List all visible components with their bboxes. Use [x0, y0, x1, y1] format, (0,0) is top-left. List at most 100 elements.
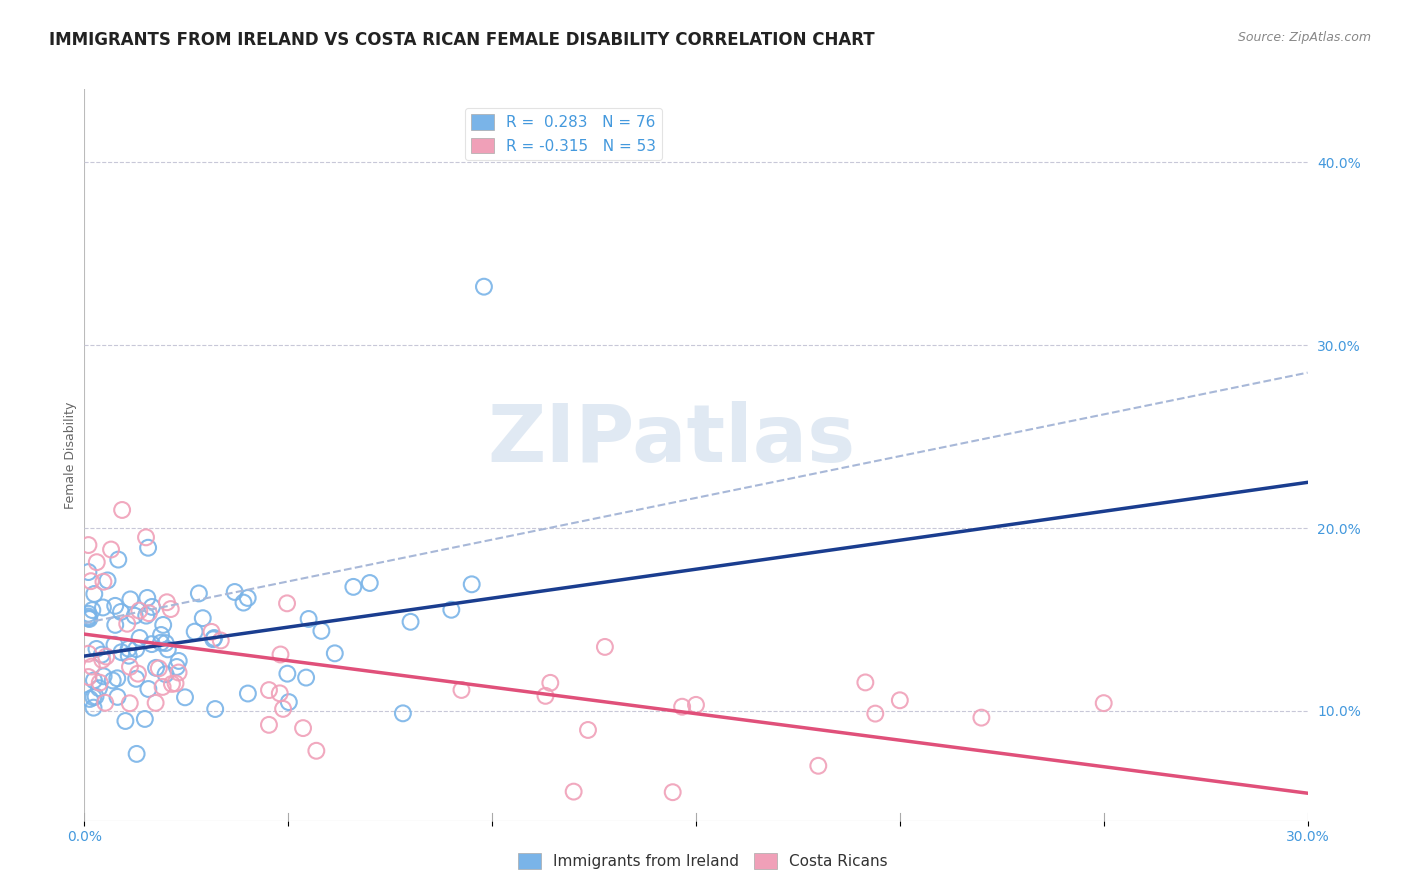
Legend: Immigrants from Ireland, Costa Ricans: Immigrants from Ireland, Costa Ricans [512, 847, 894, 875]
Point [209, 633, 232, 648]
Point [276, 596, 298, 610]
Point [342, 580, 364, 594]
Point [94, 696, 117, 710]
Point [807, 759, 830, 773]
Point [661, 785, 683, 799]
Point [89, 675, 111, 690]
Point [183, 624, 205, 639]
Point [232, 596, 254, 610]
Text: IMMIGRANTS FROM IRELAND VS COSTA RICAN FEMALE DISABILITY CORRELATION CHART: IMMIGRANTS FROM IRELAND VS COSTA RICAN F… [49, 31, 875, 49]
Point [191, 611, 214, 625]
Point [77, 609, 100, 624]
Point [593, 640, 616, 654]
Point [236, 591, 259, 605]
Point [114, 714, 136, 728]
Point [82, 690, 104, 705]
Point [187, 586, 209, 600]
Point [148, 661, 170, 675]
Point [257, 718, 280, 732]
Point [91, 600, 114, 615]
Point [156, 642, 179, 657]
Point [125, 747, 148, 761]
Point [155, 636, 177, 650]
Point [101, 673, 124, 688]
Point [120, 592, 142, 607]
Point [83, 587, 105, 601]
Point [150, 628, 173, 642]
Point [269, 686, 291, 700]
Point [77, 670, 100, 684]
Point [136, 591, 159, 605]
Point [165, 676, 187, 690]
Point [152, 680, 174, 694]
Point [399, 615, 422, 629]
Point [90, 648, 112, 662]
Y-axis label: Female Disability: Female Disability [65, 401, 77, 508]
Point [125, 642, 148, 657]
Point [298, 612, 321, 626]
Point [125, 672, 148, 686]
Point [149, 636, 172, 650]
Point [277, 695, 299, 709]
Point [359, 576, 381, 591]
Point [86, 642, 108, 657]
Point [311, 624, 333, 638]
Point [107, 552, 129, 566]
Point [155, 667, 177, 681]
Point [970, 711, 993, 725]
Point [305, 744, 328, 758]
Point [392, 706, 415, 721]
Point [96, 649, 118, 664]
Point [138, 606, 160, 620]
Point [84, 690, 107, 704]
Point [224, 585, 246, 599]
Point [141, 599, 163, 614]
Point [166, 660, 188, 674]
Point [159, 602, 181, 616]
Point [104, 618, 127, 632]
Point [91, 653, 114, 667]
Point [865, 706, 887, 721]
Point [96, 574, 118, 588]
Point [534, 689, 557, 703]
Point [236, 686, 259, 700]
Point [576, 723, 599, 737]
Point [79, 612, 101, 626]
Point [295, 671, 318, 685]
Point [79, 692, 101, 706]
Text: ZIPatlas: ZIPatlas [488, 401, 856, 479]
Point [269, 648, 291, 662]
Point [160, 677, 183, 691]
Point [107, 690, 129, 704]
Legend: R =  0.283   N = 76, R = -0.315   N = 53: R = 0.283 N = 76, R = -0.315 N = 53 [465, 108, 662, 160]
Point [135, 530, 157, 544]
Point [174, 690, 197, 705]
Point [853, 675, 876, 690]
Point [100, 542, 122, 557]
Point [103, 638, 125, 652]
Point [450, 682, 472, 697]
Text: Source: ZipAtlas.com: Source: ZipAtlas.com [1237, 31, 1371, 45]
Point [77, 611, 100, 625]
Point [562, 784, 585, 798]
Point [202, 631, 225, 645]
Point [167, 654, 190, 668]
Point [93, 574, 115, 589]
Point [671, 699, 693, 714]
Point [292, 721, 315, 735]
Point [77, 565, 100, 579]
Point [257, 683, 280, 698]
Point [152, 618, 174, 632]
Point [135, 608, 157, 623]
Point [127, 666, 149, 681]
Point [104, 599, 127, 613]
Point [167, 665, 190, 680]
Point [105, 671, 128, 685]
Point [80, 574, 103, 589]
Point [128, 631, 150, 645]
Point [889, 693, 911, 707]
Point [86, 555, 108, 569]
Point [118, 660, 141, 674]
Point [124, 608, 146, 623]
Point [128, 604, 150, 618]
